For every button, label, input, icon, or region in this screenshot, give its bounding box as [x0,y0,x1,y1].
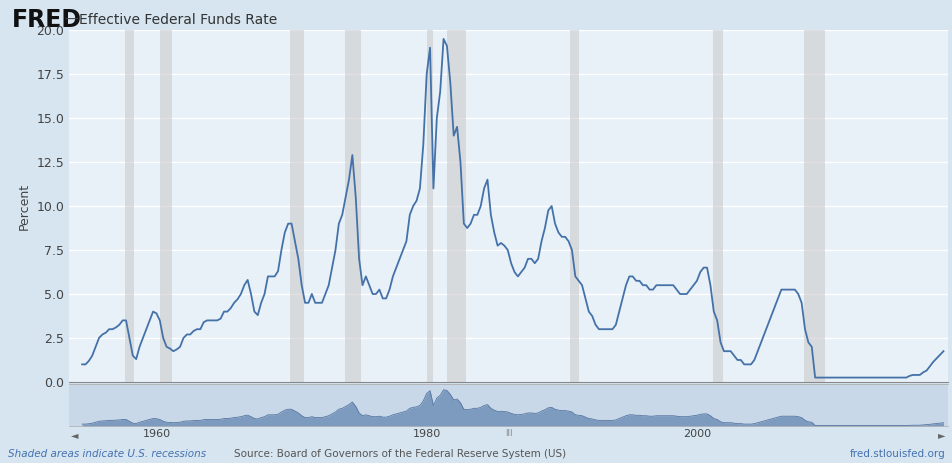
Bar [446,30,466,382]
Bar [712,30,723,382]
Bar [803,30,824,382]
Text: Source: Board of Governors of the Federal Reserve System (US): Source: Board of Governors of the Federa… [234,449,565,459]
Text: III: III [505,429,511,438]
Text: ►: ► [937,430,944,440]
Text: Effective Federal Funds Rate: Effective Federal Funds Rate [79,13,277,26]
Text: —: — [65,13,78,26]
Bar [160,30,172,382]
Bar [345,30,361,382]
Y-axis label: Percent: Percent [18,182,31,230]
Text: fred.stlouisfed.org: fred.stlouisfed.org [849,449,944,459]
Bar [426,30,433,382]
Text: Shaded areas indicate U.S. recessions: Shaded areas indicate U.S. recessions [8,449,206,459]
Bar [569,30,578,382]
Text: FRED: FRED [11,7,81,31]
Bar [290,30,304,382]
Bar [125,30,133,382]
Text: ◄: ◄ [71,430,79,440]
